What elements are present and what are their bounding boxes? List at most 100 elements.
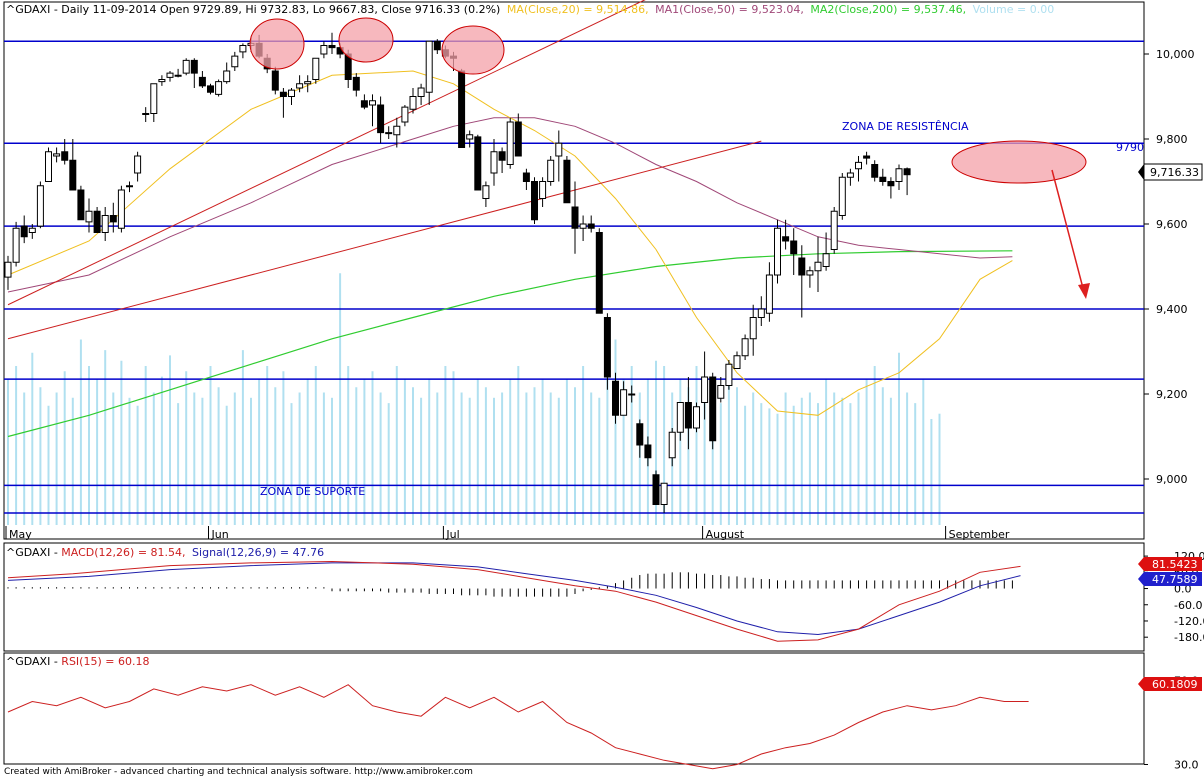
candle-down — [903, 168, 911, 176]
price-tick-label: 9,600 — [1156, 218, 1188, 231]
candle-up — [846, 172, 854, 178]
candle-down — [93, 210, 101, 233]
candle-up — [288, 89, 295, 97]
ma20-legend: MA(Close,20) = 9,514.86, — [507, 3, 649, 16]
candle-up — [85, 210, 93, 223]
candle-down — [190, 59, 198, 74]
month-axis: May Jun Jul August September — [5, 526, 1010, 541]
ma200-legend: MA2(Close,200) = 9,537.46, — [810, 3, 966, 16]
candle-down — [871, 164, 879, 178]
candle-up — [765, 274, 773, 314]
candle-down — [563, 159, 571, 204]
macd-value: 81.5423 — [1152, 558, 1198, 571]
candle-up — [668, 431, 676, 459]
candle-up — [12, 227, 20, 263]
candle-up — [401, 106, 409, 123]
price-tick-label: 9,000 — [1156, 473, 1188, 486]
macd-header: ^GDAXI - MACD(12,26) = 81.54, Signal(12,… — [6, 546, 324, 559]
candle-up — [4, 261, 12, 278]
candle-up — [741, 338, 749, 357]
candle-up — [223, 70, 231, 83]
month-label: Jul — [445, 528, 459, 541]
trend-line — [7, 0, 646, 306]
candle-up — [660, 482, 668, 505]
candle-up — [895, 168, 903, 182]
candle-down — [474, 136, 482, 191]
candle-up — [231, 55, 239, 68]
candle-up — [393, 125, 401, 136]
candle-down — [77, 189, 85, 221]
candle-down — [279, 91, 287, 97]
candle-up — [814, 261, 822, 272]
resistance-touch-highlight-2 — [338, 17, 394, 63]
resistance-touch-highlight-3 — [441, 25, 505, 75]
candle-up — [417, 87, 425, 97]
candle-down — [198, 76, 206, 87]
candle-up — [482, 185, 490, 199]
candle-down — [798, 257, 806, 276]
ma20-line — [7, 70, 1013, 416]
candle-down — [522, 172, 530, 182]
candle-up — [166, 72, 174, 78]
candle-down — [377, 104, 385, 134]
candle-up — [774, 227, 781, 276]
candle-down — [433, 40, 441, 51]
candle-up — [701, 376, 709, 403]
candle-up — [693, 406, 700, 429]
month-label: September — [949, 528, 1010, 541]
trend-line — [7, 140, 762, 340]
macd-tick-label: -180.0 — [1174, 631, 1204, 644]
price-panel-frame — [3, 1, 1145, 540]
trend-lines — [7, 0, 762, 340]
signal-line — [7, 562, 1021, 636]
rsi-plot: 70.030.0 — [7, 675, 1199, 772]
price-header-prefix: ^GDAXI - Daily 11-09-2014 Open 9729.89, … — [6, 3, 500, 16]
candle-up — [466, 134, 474, 140]
candle-up — [822, 253, 830, 267]
candle-up — [620, 389, 628, 416]
month-label: August — [706, 528, 745, 541]
forecast-arrow — [1051, 169, 1085, 293]
candle-down — [879, 176, 887, 182]
candle-up — [142, 113, 150, 115]
candle-up — [45, 151, 52, 182]
candle-up — [806, 270, 814, 276]
resistance-touch-highlight-1 — [249, 18, 305, 70]
macd-legend: MACD(12,26) = 81.54, — [61, 546, 185, 559]
candle-down — [360, 100, 368, 108]
candle-up — [101, 215, 109, 233]
candle-up — [733, 355, 741, 369]
candle-up — [409, 96, 417, 110]
candle-up — [539, 181, 547, 199]
price-tick-label: 9,200 — [1156, 388, 1188, 401]
current-price-highlight — [951, 140, 1087, 184]
month-label: May — [9, 528, 32, 541]
candle-up — [506, 121, 514, 165]
candle-down — [652, 474, 660, 505]
candle-up — [134, 155, 142, 174]
candle-up — [676, 402, 684, 433]
footer-credit: Created with AmiBroker - advanced charti… — [4, 767, 473, 777]
candle-down — [709, 376, 717, 442]
rsi-badge-pointer — [1138, 677, 1144, 691]
macd-line — [7, 560, 1021, 642]
candle-up — [150, 83, 158, 114]
candle-up — [579, 223, 587, 229]
candle-down — [863, 155, 871, 159]
candle-up — [320, 45, 328, 55]
candle-up — [749, 317, 757, 340]
rsi-value-badge — [1144, 677, 1202, 691]
candle-up — [36, 185, 44, 227]
candle-up — [126, 185, 133, 188]
candle-down — [531, 181, 538, 221]
macd-tick-label: -120.0 — [1174, 615, 1204, 628]
candle-up — [312, 57, 320, 80]
volume-bars — [7, 273, 941, 525]
candle-down — [207, 85, 214, 93]
rsi-panel-frame — [3, 652, 1145, 765]
candle-up — [182, 59, 190, 74]
candle-down — [20, 225, 28, 238]
candle-up — [239, 45, 247, 53]
candle-up — [725, 363, 733, 386]
macd-header-prefix: ^GDAXI - — [6, 546, 61, 559]
